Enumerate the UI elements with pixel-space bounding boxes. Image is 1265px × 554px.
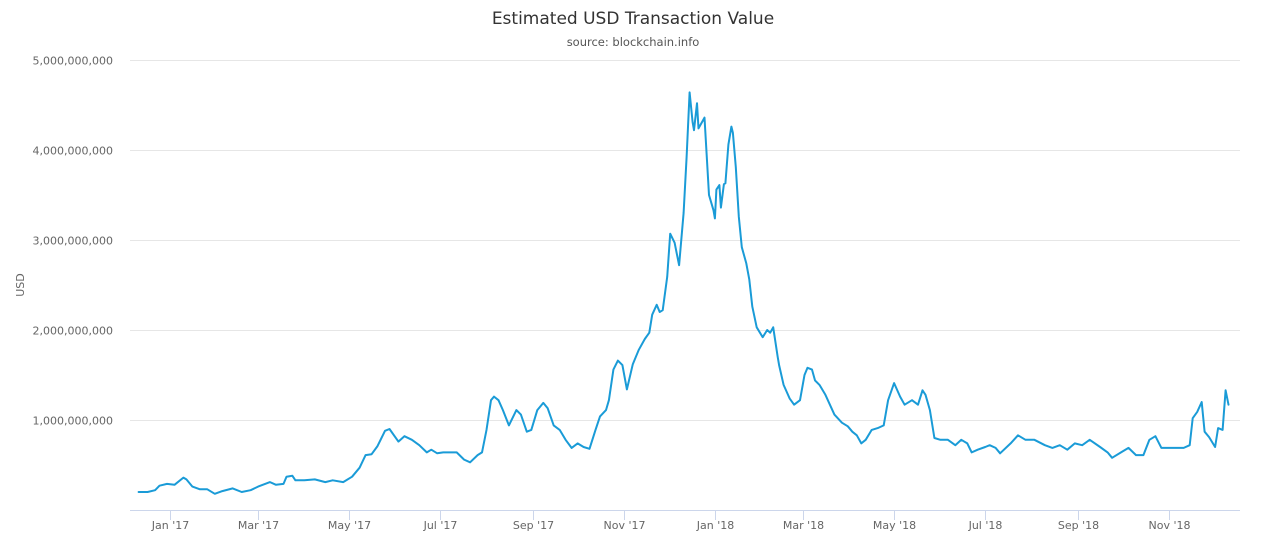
x-tick-label: Mar '17: [238, 519, 279, 532]
x-tick-label: Jan '18: [696, 519, 734, 532]
y-tick-label: 2,000,000,000: [33, 325, 113, 338]
x-tick-label: Sep '18: [1058, 519, 1099, 532]
grid-lines: [130, 60, 1240, 421]
series-layer: [137, 91, 1230, 495]
y-tick-label: 4,000,000,000: [33, 145, 113, 158]
x-tick-label: Nov '17: [604, 519, 646, 532]
x-tick-label: Jul '17: [423, 519, 458, 532]
y-tick-label: 1,000,000,000: [33, 415, 113, 428]
x-axis: Jan '17 Mar '17 May '17 Jul '17 Sep '17 Nov '…: [130, 510, 1240, 532]
x-tick-label: May '18: [873, 519, 916, 532]
x-tick-label: Sep '17: [513, 519, 554, 532]
x-tick-label: Nov '18: [1149, 519, 1191, 532]
chart-subtitle: source: blockchain.info: [567, 35, 700, 49]
x-tick-label: Jan '17: [151, 519, 189, 532]
y-axis: 1,000,000,000 2,000,000,000 3,000,000,000 4…: [33, 55, 113, 428]
y-tick-label: 3,000,000,000: [33, 235, 113, 248]
y-axis-label: USD: [14, 273, 27, 297]
x-tick-label: Mar '18: [783, 519, 824, 532]
chart-title: Estimated USD Transaction Value: [492, 9, 774, 29]
y-tick-label: 5,000,000,000: [33, 55, 113, 68]
series-line: [137, 91, 1230, 495]
x-tick-label: May '17: [328, 519, 371, 532]
x-tick-label: Jul '18: [968, 519, 1003, 532]
